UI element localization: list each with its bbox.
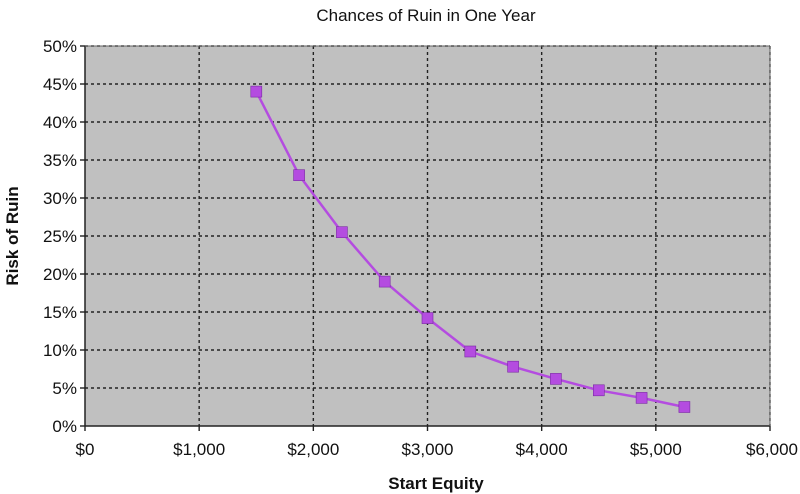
chart-title: Chances of Ruin in One Year — [316, 6, 536, 25]
x-tick-label: $6,000 — [746, 440, 798, 459]
x-tick-label: $3,000 — [402, 440, 454, 459]
y-tick-label: 10% — [43, 341, 77, 360]
y-tick-label: 40% — [43, 113, 77, 132]
x-tick-label: $2,000 — [287, 440, 339, 459]
x-axis-title: Start Equity — [388, 474, 484, 493]
y-tick-label: 20% — [43, 265, 77, 284]
axes — [80, 45, 771, 431]
data-point-marker — [250, 85, 263, 98]
data-point-marker — [635, 392, 648, 404]
data-point-marker — [678, 401, 691, 413]
x-tick-label: $0 — [76, 440, 95, 459]
x-tick-label: $1,000 — [173, 440, 225, 459]
y-tick-label: 15% — [43, 303, 77, 322]
y-tick-label: 30% — [43, 189, 77, 208]
data-point-marker — [293, 169, 305, 181]
y-tick-label: 5% — [52, 379, 77, 398]
data-point-marker — [336, 226, 348, 238]
x-tick-label: $4,000 — [516, 440, 568, 459]
data-point-marker — [464, 345, 477, 358]
y-tick-label: 50% — [43, 37, 77, 56]
y-tick-label: 45% — [43, 75, 77, 94]
x-tick-label: $5,000 — [630, 440, 682, 459]
data-point-marker — [550, 373, 562, 385]
y-tick-label: 0% — [52, 417, 77, 436]
y-tick-label: 25% — [43, 227, 77, 246]
tick-labels: 0% 5% 10% 15% 20% 25% 30% 35% 40% 45% 50% $0 $1,000 $… — [43, 37, 798, 459]
data-point-marker — [592, 384, 605, 397]
y-axis-title: Risk of Ruin — [3, 186, 22, 285]
data-point-marker — [421, 312, 434, 324]
y-tick-label: 35% — [43, 151, 77, 170]
data-point-marker — [378, 275, 391, 288]
series-layer — [250, 85, 691, 413]
data-point-marker — [507, 360, 519, 373]
